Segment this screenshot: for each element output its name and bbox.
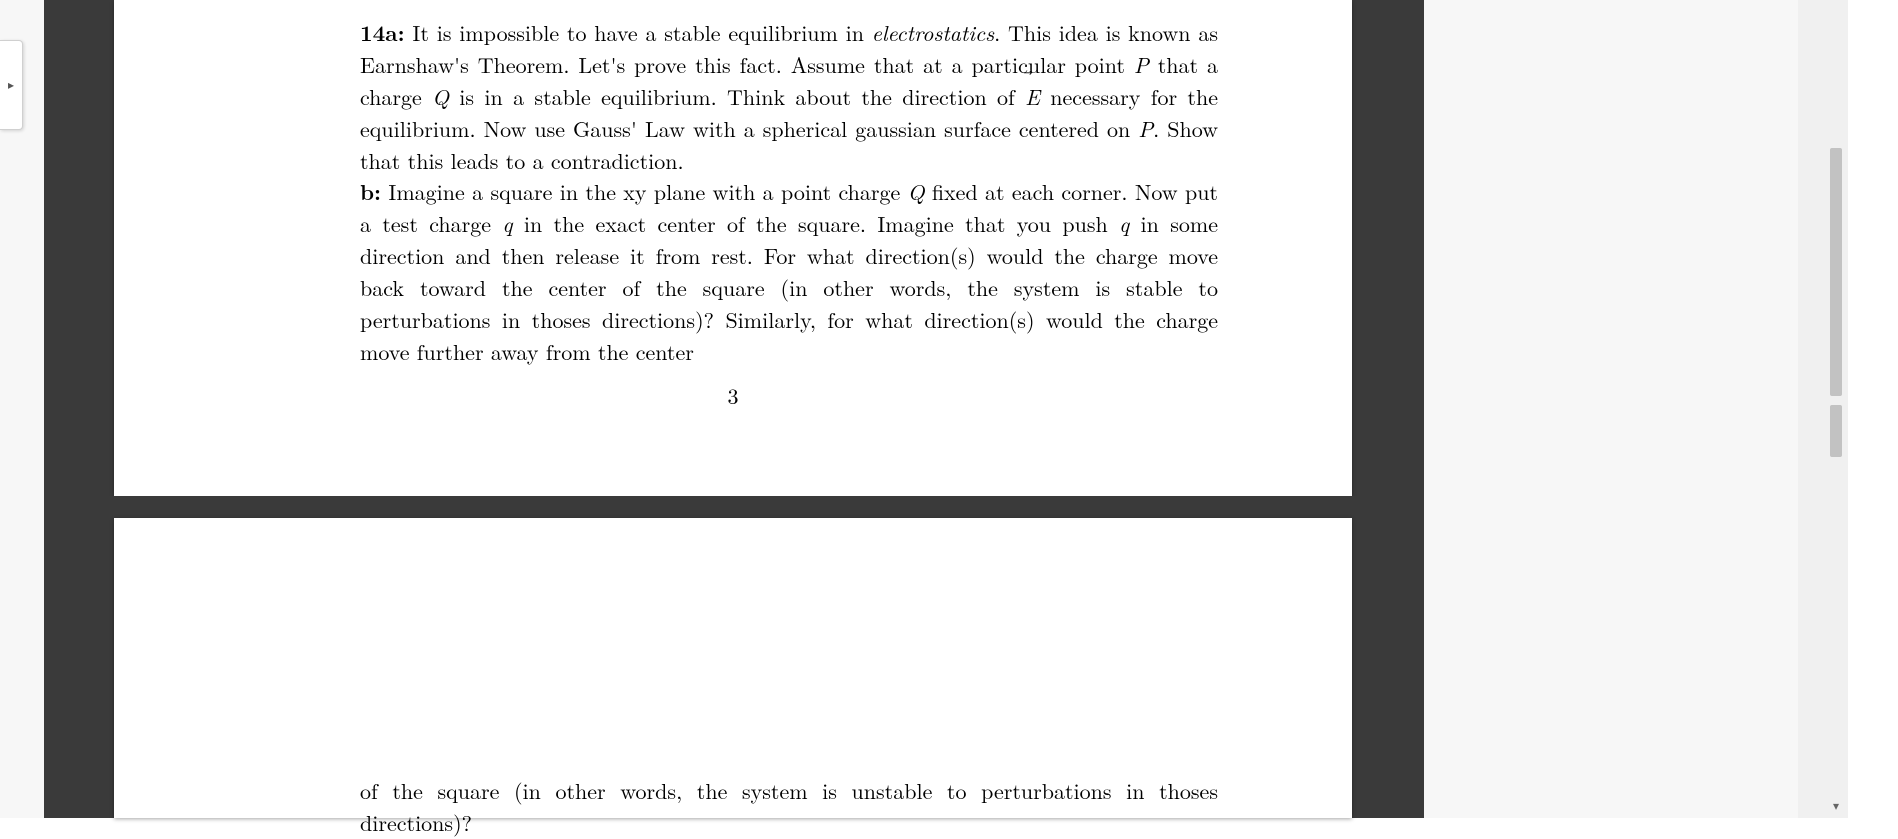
page-number: 3 <box>114 380 1352 412</box>
var-P: P <box>1138 113 1153 144</box>
pdf-viewport: 14a: It is impossible to have a stable e… <box>0 0 1848 818</box>
var-Q: Q <box>908 176 925 207</box>
sidebar-expand-handle[interactable]: ▸ <box>0 40 23 130</box>
label-14b: b: <box>360 176 381 207</box>
page-gap <box>44 496 1424 518</box>
vector-E: ⃗E <box>1025 81 1040 113</box>
italic-electrostatics: electrostatics <box>872 17 994 48</box>
var-q: q <box>1119 208 1129 239</box>
scroll-down-arrow-icon[interactable]: ▾ <box>1826 796 1846 816</box>
pdf-page-1: 14a: It is impossible to have a stable e… <box>114 0 1352 496</box>
label-14a: 14a: <box>360 17 405 48</box>
var-Q: Q <box>432 81 449 112</box>
var-P: P <box>1134 49 1149 80</box>
problem-14-continuation: of the square (in other words, the syste… <box>360 775 1218 839</box>
pdf-page-2: of the square (in other words, the syste… <box>114 518 1352 818</box>
chevron-right-icon: ▸ <box>8 78 14 92</box>
problem-14-text: 14a: It is impossible to have a stable e… <box>360 17 1218 368</box>
vertical-scrollbar-track[interactable]: ▾ <box>1798 0 1848 818</box>
vertical-scrollbar-thumb-secondary[interactable] <box>1830 405 1842 457</box>
var-q: q <box>502 208 512 239</box>
vertical-scrollbar-thumb[interactable] <box>1830 148 1842 396</box>
